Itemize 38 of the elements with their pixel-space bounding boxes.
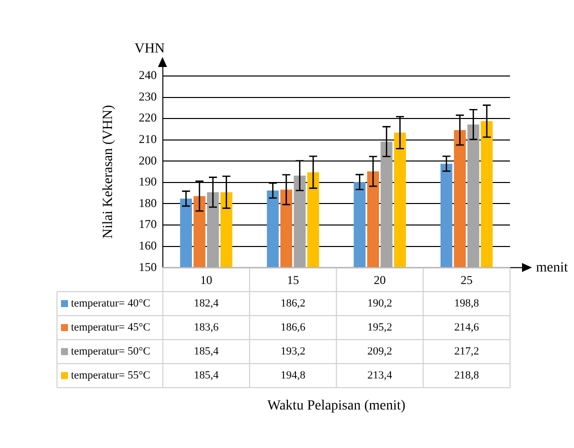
data-label: 193,2 bbox=[280, 345, 306, 358]
x-tick-label: 10 bbox=[200, 272, 212, 287]
legend-label: temperatur= 45°C bbox=[71, 321, 150, 334]
data-label: 182,4 bbox=[194, 297, 220, 310]
x-tick-label: 15 bbox=[287, 272, 299, 287]
data-label: 185,4 bbox=[194, 369, 220, 382]
y-tick-label: 240 bbox=[138, 68, 157, 82]
legend-label: temperatur= 50°C bbox=[71, 345, 150, 358]
y-tick-label: 180 bbox=[138, 196, 157, 210]
data-label: 190,2 bbox=[367, 297, 392, 310]
data-label: 217,2 bbox=[454, 345, 479, 358]
data-label: 198,8 bbox=[454, 297, 480, 310]
data-label: 194,8 bbox=[280, 369, 306, 382]
y-tick-label: 220 bbox=[138, 110, 157, 125]
y-tick-label: 170 bbox=[138, 217, 157, 232]
text: Waktu Pelapisan (menit) bbox=[267, 398, 406, 414]
y-tick-label: 150 bbox=[138, 260, 157, 274]
y-tick-label: 210 bbox=[138, 132, 157, 146]
data-label: 209,2 bbox=[367, 345, 392, 358]
data-label: 195,2 bbox=[367, 321, 392, 334]
y-tick-label: 230 bbox=[138, 89, 157, 104]
y-tick-label: 190 bbox=[138, 174, 157, 189]
y-axis-title: Nilai Kekerasan (VHN) bbox=[101, 104, 116, 239]
data-label: 214,6 bbox=[454, 321, 480, 334]
data-label: 218,8 bbox=[454, 369, 480, 382]
x-axis-title: menit bbox=[536, 260, 568, 276]
x-tick-label: 20 bbox=[374, 272, 386, 287]
y-tick-label: 160 bbox=[138, 238, 157, 252]
x-tick-label: 25 bbox=[460, 272, 473, 287]
data-label: 186,2 bbox=[280, 297, 306, 310]
data-label: 183,6 bbox=[194, 321, 220, 334]
legend-label: temperatur= 40°C bbox=[71, 297, 150, 310]
data-label: 213,4 bbox=[367, 369, 393, 382]
text: VHN bbox=[134, 42, 165, 57]
y-tick-label: 200 bbox=[138, 153, 157, 168]
data-label: 185,4 bbox=[194, 345, 220, 358]
data-label: 186,6 bbox=[280, 321, 306, 334]
legend-label: temperatur= 55°C bbox=[71, 369, 150, 382]
